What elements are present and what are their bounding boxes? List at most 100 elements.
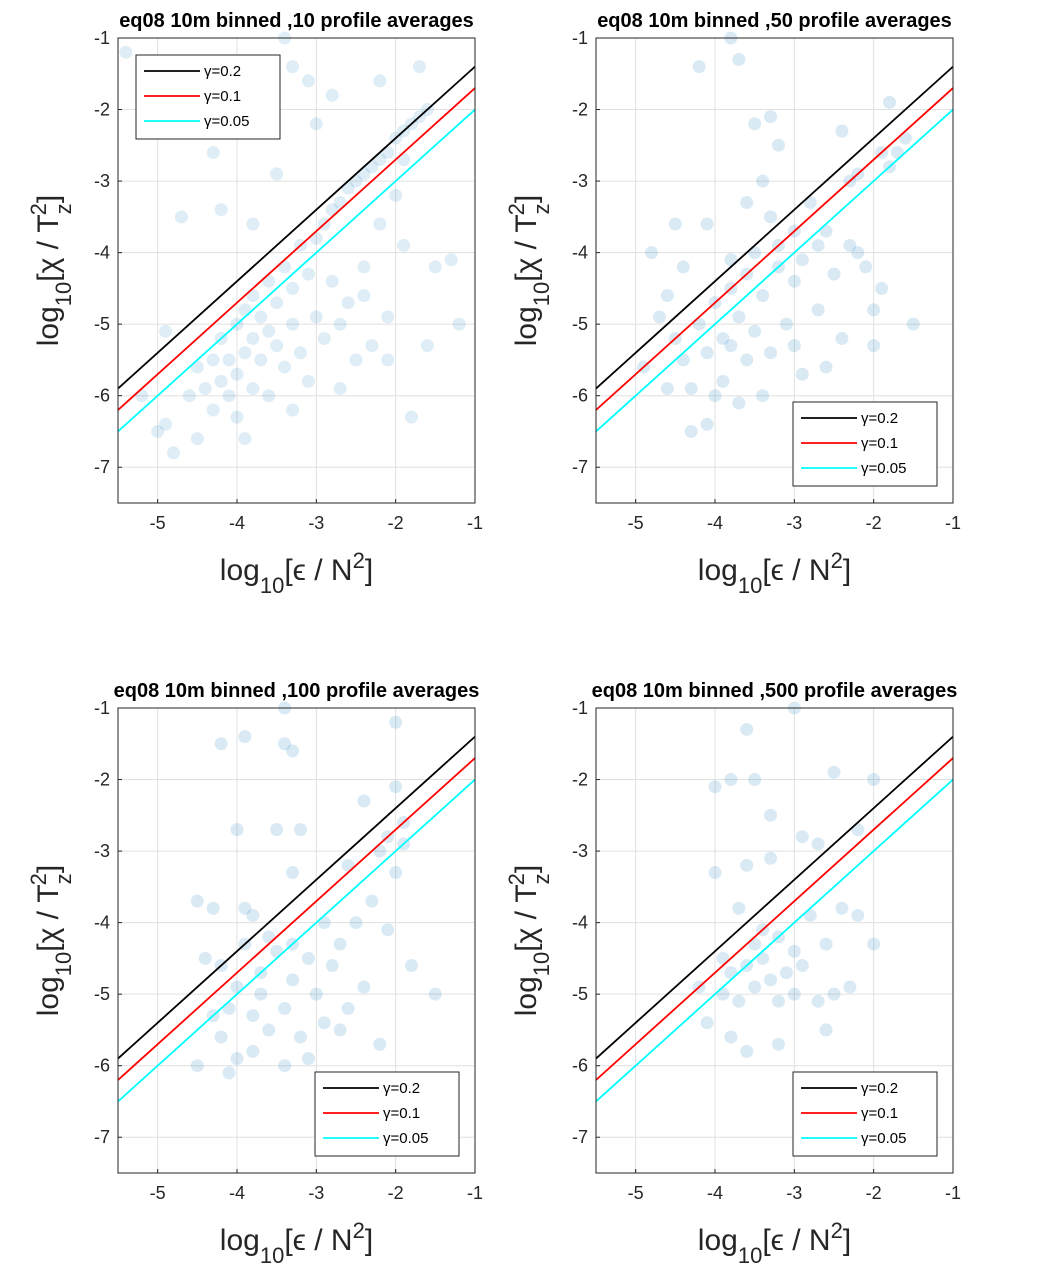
scatter-point	[787, 944, 801, 958]
scatter-point	[787, 274, 801, 288]
gamma-line	[595, 65, 954, 390]
legend-label: γ=0.2	[861, 410, 898, 427]
y-tick-label: -1	[572, 698, 588, 718]
scatter-point	[716, 374, 730, 388]
x-axis-label-part: log	[220, 1224, 260, 1257]
x-axis-label-part: log	[698, 1224, 738, 1257]
legend-label: γ=0.2	[861, 1080, 898, 1097]
scatter-point	[190, 360, 204, 374]
scatter-point	[811, 238, 825, 252]
scatter-point	[301, 374, 315, 388]
scatter-point	[724, 773, 738, 787]
x-axis-label-part: ]	[843, 554, 851, 587]
y-tick-label: -6	[94, 386, 110, 406]
x-axis-label-part: ]	[365, 1224, 373, 1257]
y-axis-label-part: log	[510, 976, 543, 1016]
scatter-point	[262, 1023, 276, 1037]
legend: γ=0.2 γ=0.1 γ=0.05	[135, 54, 281, 140]
scatter-point	[724, 966, 738, 980]
legend-label: γ=0.05	[861, 1130, 906, 1147]
gamma-line	[117, 757, 476, 1081]
y-axis-label-part: ]	[510, 195, 543, 203]
x-tick-label: -1	[467, 1183, 483, 1203]
y-axis-label-part: [χ / T	[32, 214, 65, 281]
scatter-point	[206, 145, 220, 159]
scatter-point	[787, 987, 801, 1001]
scatter-point	[867, 303, 881, 317]
scatter-point	[357, 260, 371, 274]
scatter-point	[317, 331, 331, 345]
x-tick-label: -5	[628, 1183, 644, 1203]
gamma-line	[595, 757, 954, 1081]
scatter-point	[771, 1037, 785, 1051]
scatter-point	[859, 260, 873, 274]
x-axis-label-part: 10	[738, 1243, 762, 1268]
scatter-point	[819, 360, 833, 374]
scatter-point	[341, 296, 355, 310]
legend-box	[314, 1071, 460, 1157]
scatter-point	[159, 417, 173, 431]
y-axis-label-part: 10	[529, 282, 554, 306]
scatter-point	[708, 866, 722, 880]
scatter-point	[286, 60, 300, 74]
scatter-point	[819, 1023, 833, 1037]
scatter-point	[389, 866, 403, 880]
legend-box	[792, 1071, 938, 1157]
scatter-point	[397, 153, 411, 167]
scatter-point	[286, 281, 300, 295]
x-tick-label: -4	[229, 513, 245, 533]
y-tick-label: -4	[94, 243, 110, 263]
scatter-point	[652, 310, 666, 324]
scatter-point	[365, 339, 379, 353]
scatter-point	[732, 901, 746, 915]
scatter-point	[795, 253, 809, 267]
scatter-point	[724, 253, 738, 267]
scatter-point	[724, 1030, 738, 1044]
scatter-point	[748, 324, 762, 338]
scatter-point	[748, 246, 762, 260]
x-axis-label: log10[ϵ / N2]	[220, 1218, 373, 1268]
scatter-point	[349, 353, 363, 367]
scatter-point	[198, 382, 212, 396]
scatter-point	[301, 1052, 315, 1066]
y-axis-label-part: ]	[32, 195, 65, 203]
scatter-point	[357, 980, 371, 994]
scatter-point	[333, 317, 347, 331]
scatter-point	[676, 260, 690, 274]
scatter-point	[428, 987, 442, 1001]
scatter-point	[373, 844, 387, 858]
scatter-point	[238, 730, 252, 744]
scatter-point	[278, 260, 292, 274]
scatter-point	[898, 131, 912, 145]
x-axis-label-part: 10	[260, 1243, 284, 1268]
scatter-point	[135, 389, 149, 403]
scatter-point	[692, 317, 706, 331]
scatter-point	[262, 324, 276, 338]
scatter-point	[716, 331, 730, 345]
scatter-point	[293, 823, 307, 837]
y-axis-label-part: 2	[26, 203, 51, 215]
scatter-point	[373, 1037, 387, 1051]
subplot: -5 -4 -3 -2 -1 -7 -6 -5 -4 -3 -2 -1 γ=0.2 γ=0.1 γ=0.05…	[26, 10, 484, 598]
gamma-line	[117, 108, 476, 433]
scatter-point	[412, 60, 426, 74]
scatter-point	[835, 901, 849, 915]
x-tick-label: -2	[388, 1183, 404, 1203]
scatter-point	[420, 339, 434, 353]
gamma-line	[117, 778, 476, 1103]
scatter-point	[278, 1059, 292, 1073]
scatter-point	[843, 980, 857, 994]
y-tick-label: -6	[572, 1056, 588, 1076]
scatter-point	[732, 396, 746, 410]
legend-label: γ=0.2	[383, 1080, 420, 1097]
scatter-point	[238, 901, 252, 915]
scatter-point	[724, 339, 738, 353]
scatter-point	[827, 267, 841, 281]
x-axis-label: log10[ϵ / N2]	[220, 548, 373, 598]
y-axis-label-part: 10	[51, 952, 76, 976]
scatter-point	[214, 1030, 228, 1044]
y-axis-label-part: log	[32, 976, 65, 1016]
scatter-point	[748, 773, 762, 787]
scatter-point	[890, 145, 904, 159]
scatter-point	[246, 331, 260, 345]
